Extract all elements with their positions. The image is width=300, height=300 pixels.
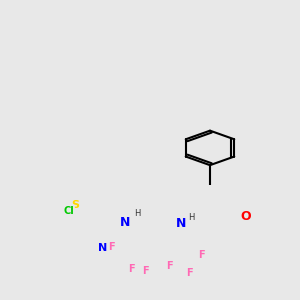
Text: F: F: [142, 266, 149, 276]
Text: N: N: [98, 243, 107, 253]
Text: F: F: [128, 264, 135, 274]
Text: F: F: [198, 250, 205, 260]
Text: H: H: [134, 209, 141, 218]
Text: S: S: [71, 200, 80, 210]
Text: H: H: [188, 213, 195, 222]
Text: O: O: [241, 210, 251, 224]
Text: N: N: [176, 217, 187, 230]
Text: F: F: [108, 242, 115, 252]
Text: Cl: Cl: [63, 206, 74, 216]
Text: N: N: [120, 216, 131, 229]
Text: F: F: [186, 268, 193, 278]
Text: F: F: [166, 261, 173, 271]
